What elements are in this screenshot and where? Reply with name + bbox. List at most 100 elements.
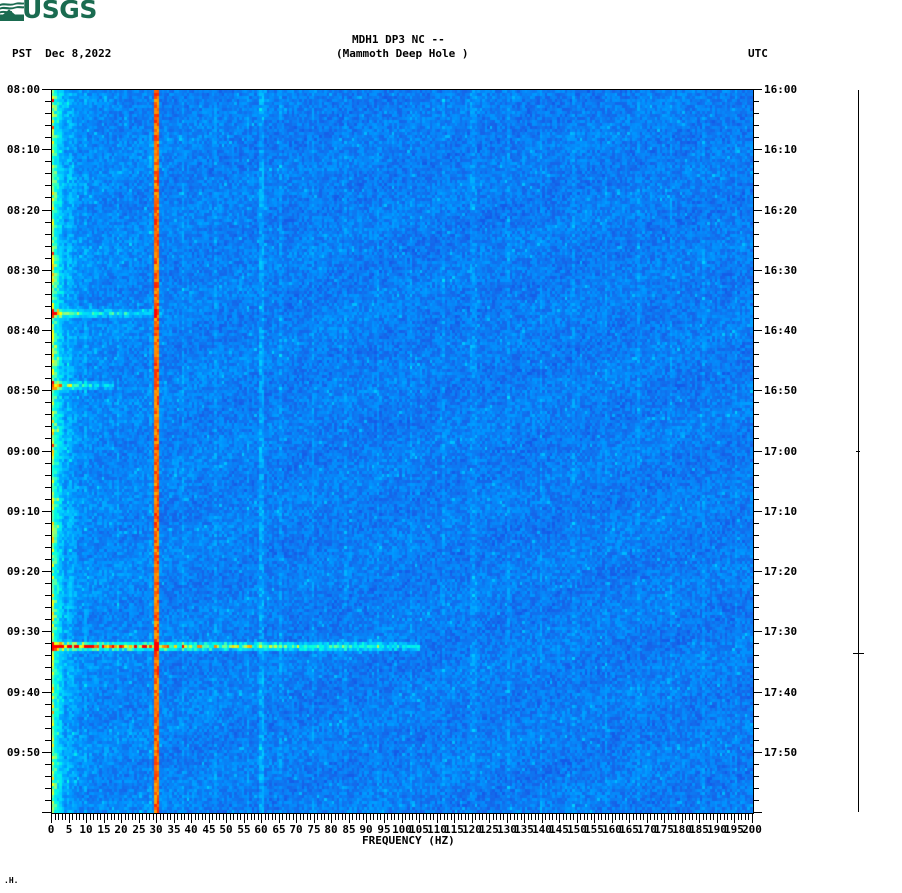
axis-tick [745, 814, 746, 820]
axis-tick [251, 814, 252, 820]
axis-tick [454, 814, 455, 823]
usgs-wordmark: USGS [22, 0, 97, 24]
axis-tick [752, 814, 753, 823]
axis-tick [391, 814, 392, 820]
axis-tick [531, 814, 532, 820]
axis-tick [753, 222, 759, 223]
axis-tick [212, 814, 213, 820]
axis-tick [307, 814, 308, 820]
axis-tick [170, 814, 171, 820]
axis-tick [86, 814, 87, 823]
axis-tick [72, 814, 73, 820]
axis-tick [125, 814, 126, 820]
axis-tick [45, 679, 51, 680]
axis-tick [570, 814, 571, 820]
axis-tick [753, 583, 759, 584]
axis-tick-label: 110 [427, 823, 447, 836]
axis-tick [286, 814, 287, 820]
axis-tick [342, 814, 343, 820]
axis-tick-label: 80 [324, 823, 338, 836]
axis-tick [265, 814, 266, 820]
axis-tick [556, 814, 557, 820]
axis-tick-label: 175 [654, 823, 674, 836]
axis-tick [657, 814, 658, 820]
axis-tick [198, 814, 199, 820]
axis-tick [489, 814, 490, 823]
axis-tick-label: 16:10 [764, 143, 798, 156]
axis-tick [76, 814, 77, 820]
axis-tick [720, 814, 721, 820]
spectrogram-canvas[interactable] [52, 90, 753, 813]
axis-tick [587, 814, 588, 820]
axis-tick [524, 814, 525, 823]
axis-tick [753, 667, 759, 668]
axis-tick [753, 692, 762, 693]
axis-tick [753, 306, 759, 307]
axis-tick [45, 342, 51, 343]
axis-tick [517, 814, 518, 820]
axis-tick [636, 814, 637, 820]
axis-tick [156, 814, 157, 823]
axis-tick-label: 15 [97, 823, 111, 836]
axis-tick [58, 814, 59, 820]
axis-tick [177, 814, 178, 820]
axis-tick [753, 619, 759, 620]
axis-tick [753, 523, 759, 524]
axis-tick [671, 814, 672, 820]
axis-tick [42, 89, 51, 90]
spectrogram-plot[interactable] [51, 89, 754, 814]
axis-tick [335, 814, 336, 820]
axis-tick [753, 655, 759, 656]
axis-tick [45, 523, 51, 524]
axis-tick [45, 366, 51, 367]
axis-tick [167, 814, 168, 820]
timezone-date-left: PST Dec 8,2022 [12, 47, 112, 60]
axis-tick [440, 814, 441, 820]
axis-tick [352, 814, 353, 820]
axis-tick [699, 814, 700, 823]
axis-tick [753, 149, 762, 150]
axis-tick-label: 08:20 [6, 204, 40, 217]
axis-tick [233, 814, 234, 820]
axis-tick [45, 438, 51, 439]
axis-tick [45, 378, 51, 379]
axis-tick [45, 258, 51, 259]
axis-tick [549, 814, 550, 820]
axis-tick [114, 814, 115, 820]
axis-tick [598, 814, 599, 820]
axis-tick [272, 814, 273, 820]
axis-tick [451, 814, 452, 820]
usgs-logo: USGS [0, 0, 97, 22]
axis-tick-label: 08:40 [6, 324, 40, 337]
axis-tick [753, 414, 759, 415]
axis-tick [753, 101, 759, 102]
axis-tick [149, 814, 150, 820]
axis-tick [45, 535, 51, 536]
axis-tick [90, 814, 91, 820]
axis-tick [45, 728, 51, 729]
axis-tick [640, 814, 641, 820]
axis-tick [237, 814, 238, 820]
axis-tick [219, 814, 220, 820]
axis-tick [753, 511, 762, 512]
axis-tick [230, 814, 231, 820]
axis-tick-label: 185 [689, 823, 709, 836]
axis-tick [753, 559, 759, 560]
axis-tick [753, 475, 759, 476]
axis-tick [510, 814, 511, 820]
axis-tick-label: 100 [392, 823, 412, 836]
axis-tick [433, 814, 434, 820]
axis-tick [83, 814, 84, 820]
station-title: MDH1 DP3 NC -- [352, 33, 445, 46]
axis-tick [111, 814, 112, 820]
axis-tick [580, 814, 581, 820]
axis-tick [503, 814, 504, 820]
axis-tick [753, 354, 759, 355]
axis-tick [753, 679, 759, 680]
axis-tick [703, 814, 704, 820]
axis-tick [45, 426, 51, 427]
axis-tick [753, 764, 759, 765]
axis-tick [647, 814, 648, 823]
axis-tick [296, 814, 297, 823]
axis-tick [753, 185, 759, 186]
